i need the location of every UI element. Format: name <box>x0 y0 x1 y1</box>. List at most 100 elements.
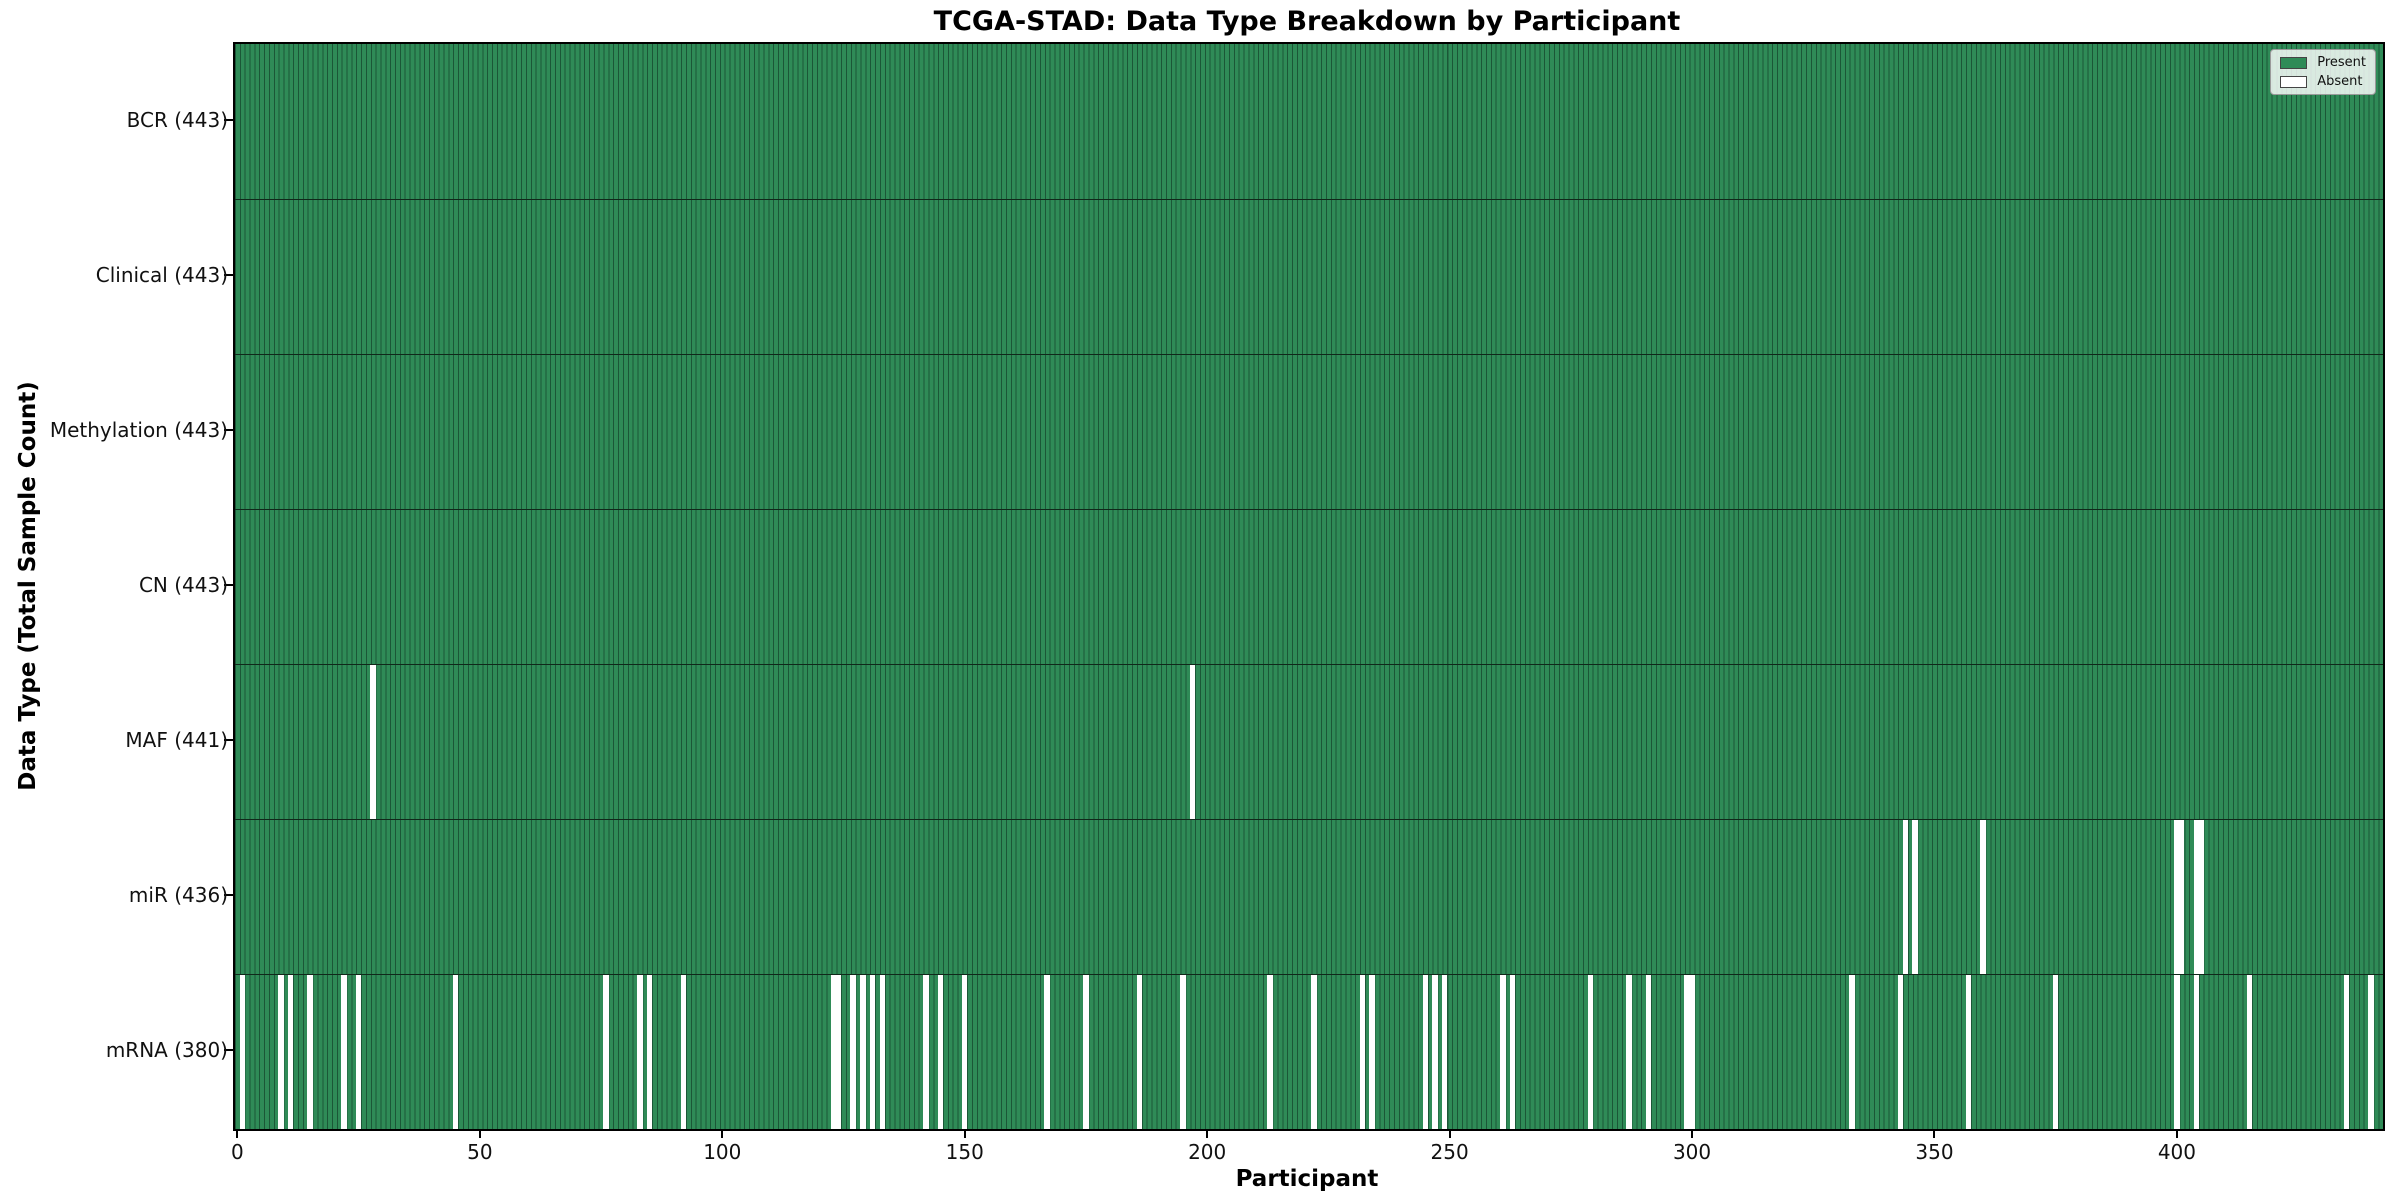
row-bcr <box>235 44 2383 199</box>
legend-label-absent: Absent <box>2317 74 2363 89</box>
chart-title: TCGA-STAD: Data Type Breakdown by Partic… <box>933 6 1681 37</box>
absent-gap <box>1500 975 1506 1129</box>
y-tick-label-mrna: mRNA (380) <box>105 1037 228 1062</box>
y-tick-mark <box>224 893 233 896</box>
absent-gap <box>2198 820 2204 974</box>
x-tick-mark <box>1448 1129 1451 1138</box>
legend-entry-absent: Absent <box>2280 75 2366 88</box>
y-tick-mark <box>224 273 233 276</box>
y-tick-label-cn: CN (443) <box>138 572 228 597</box>
y-tick-label-mir: miR (436) <box>128 882 228 907</box>
row-maf <box>235 664 2383 819</box>
absent-gap <box>1849 975 1855 1129</box>
absent-gap <box>2193 820 2200 974</box>
absent-gap <box>962 975 968 1129</box>
absent-gap <box>923 975 929 1129</box>
x-tick-label-400: 400 <box>2157 1140 2197 1164</box>
absent-gap <box>831 975 837 1129</box>
y-tick-label-maf: MAF (441) <box>125 727 228 752</box>
absent-gap <box>1626 975 1632 1129</box>
absent-gap <box>1369 975 1375 1129</box>
absent-gap <box>1912 820 1918 974</box>
absent-gap <box>1645 975 1652 1129</box>
x-tick-mark <box>963 1129 966 1138</box>
absent-gap <box>1902 820 1909 974</box>
absent-gap <box>2368 975 2374 1129</box>
x-tick-label-150: 150 <box>945 1140 984 1164</box>
x-tick-mark <box>1206 1129 1209 1138</box>
absent-gap <box>2174 820 2180 974</box>
legend-entry-present: Present <box>2280 56 2366 69</box>
x-tick-label-350: 350 <box>1915 1140 1954 1164</box>
absent-gap <box>1509 975 1516 1129</box>
row-methylation <box>235 354 2383 509</box>
x-tick-label-250: 250 <box>1430 1140 1469 1164</box>
absent-gap <box>307 975 313 1129</box>
absent-gap <box>1083 975 1089 1129</box>
row-cn <box>235 509 2383 664</box>
absent-gap <box>288 975 294 1129</box>
y-tick-label-methylation: Methylation (443) <box>49 417 228 442</box>
absent-gap <box>860 975 866 1129</box>
absent-gap <box>1189 665 1196 819</box>
absent-gap <box>239 975 245 1129</box>
x-tick-label-50: 50 <box>467 1140 493 1164</box>
row-mrna <box>235 974 2383 1129</box>
plot-area: Present Absent <box>233 42 2385 1131</box>
x-tick-label-100: 100 <box>703 1140 742 1164</box>
row-clinical <box>235 199 2383 354</box>
absent-gap <box>637 975 643 1129</box>
absent-gap <box>2193 975 2200 1129</box>
absent-gap <box>1044 975 1050 1129</box>
absent-gap <box>680 975 687 1129</box>
absent-swatch-icon <box>2280 75 2308 88</box>
absent-gap <box>1267 975 1273 1129</box>
absent-gap <box>1311 975 1317 1129</box>
absent-gap <box>1180 975 1186 1129</box>
y-tick-mark <box>224 583 233 586</box>
absent-gap <box>1442 975 1448 1129</box>
row-mir <box>235 819 2383 974</box>
absent-gap <box>355 975 362 1129</box>
absent-gap <box>278 975 284 1129</box>
y-tick-mark <box>224 1048 233 1051</box>
absent-gap <box>1432 975 1438 1129</box>
absent-gap <box>1980 820 1986 974</box>
absent-gap <box>1965 975 1972 1129</box>
absent-gap <box>646 975 653 1129</box>
present-swatch-icon <box>2280 56 2308 69</box>
absent-gap <box>835 975 842 1129</box>
absent-gap <box>2179 820 2185 974</box>
absent-gap <box>2174 975 2180 1129</box>
x-axis-label: Participant <box>1235 1166 1379 1192</box>
absent-gap <box>1684 975 1690 1129</box>
absent-gap <box>1136 975 1142 1129</box>
x-tick-mark <box>1933 1129 1936 1138</box>
y-tick-mark <box>224 428 233 431</box>
x-tick-mark <box>1691 1129 1694 1138</box>
x-tick-label-300: 300 <box>1672 1140 1712 1164</box>
x-tick-label-0: 0 <box>231 1140 244 1164</box>
absent-gap <box>370 665 376 819</box>
absent-gap <box>850 975 856 1129</box>
x-tick-mark <box>721 1129 724 1138</box>
absent-gap <box>1897 975 1904 1129</box>
legend: Present Absent <box>2270 49 2376 95</box>
absent-gap <box>452 975 459 1129</box>
y-tick-mark <box>224 118 233 121</box>
y-tick-label-clinical: Clinical (443) <box>95 262 228 287</box>
x-tick-mark <box>236 1129 239 1138</box>
y-tick-label-bcr: BCR (443) <box>126 107 228 132</box>
absent-gap <box>2246 975 2253 1129</box>
absent-gap <box>1689 975 1695 1129</box>
absent-gap <box>2343 975 2350 1129</box>
x-tick-mark <box>478 1129 481 1138</box>
x-tick-mark <box>2175 1129 2178 1138</box>
absent-gap <box>1587 975 1593 1129</box>
absent-gap <box>603 975 609 1129</box>
absent-gap <box>937 975 944 1129</box>
absent-gap <box>1359 975 1366 1129</box>
absent-gap <box>1422 975 1429 1129</box>
legend-label-present: Present <box>2317 55 2366 70</box>
